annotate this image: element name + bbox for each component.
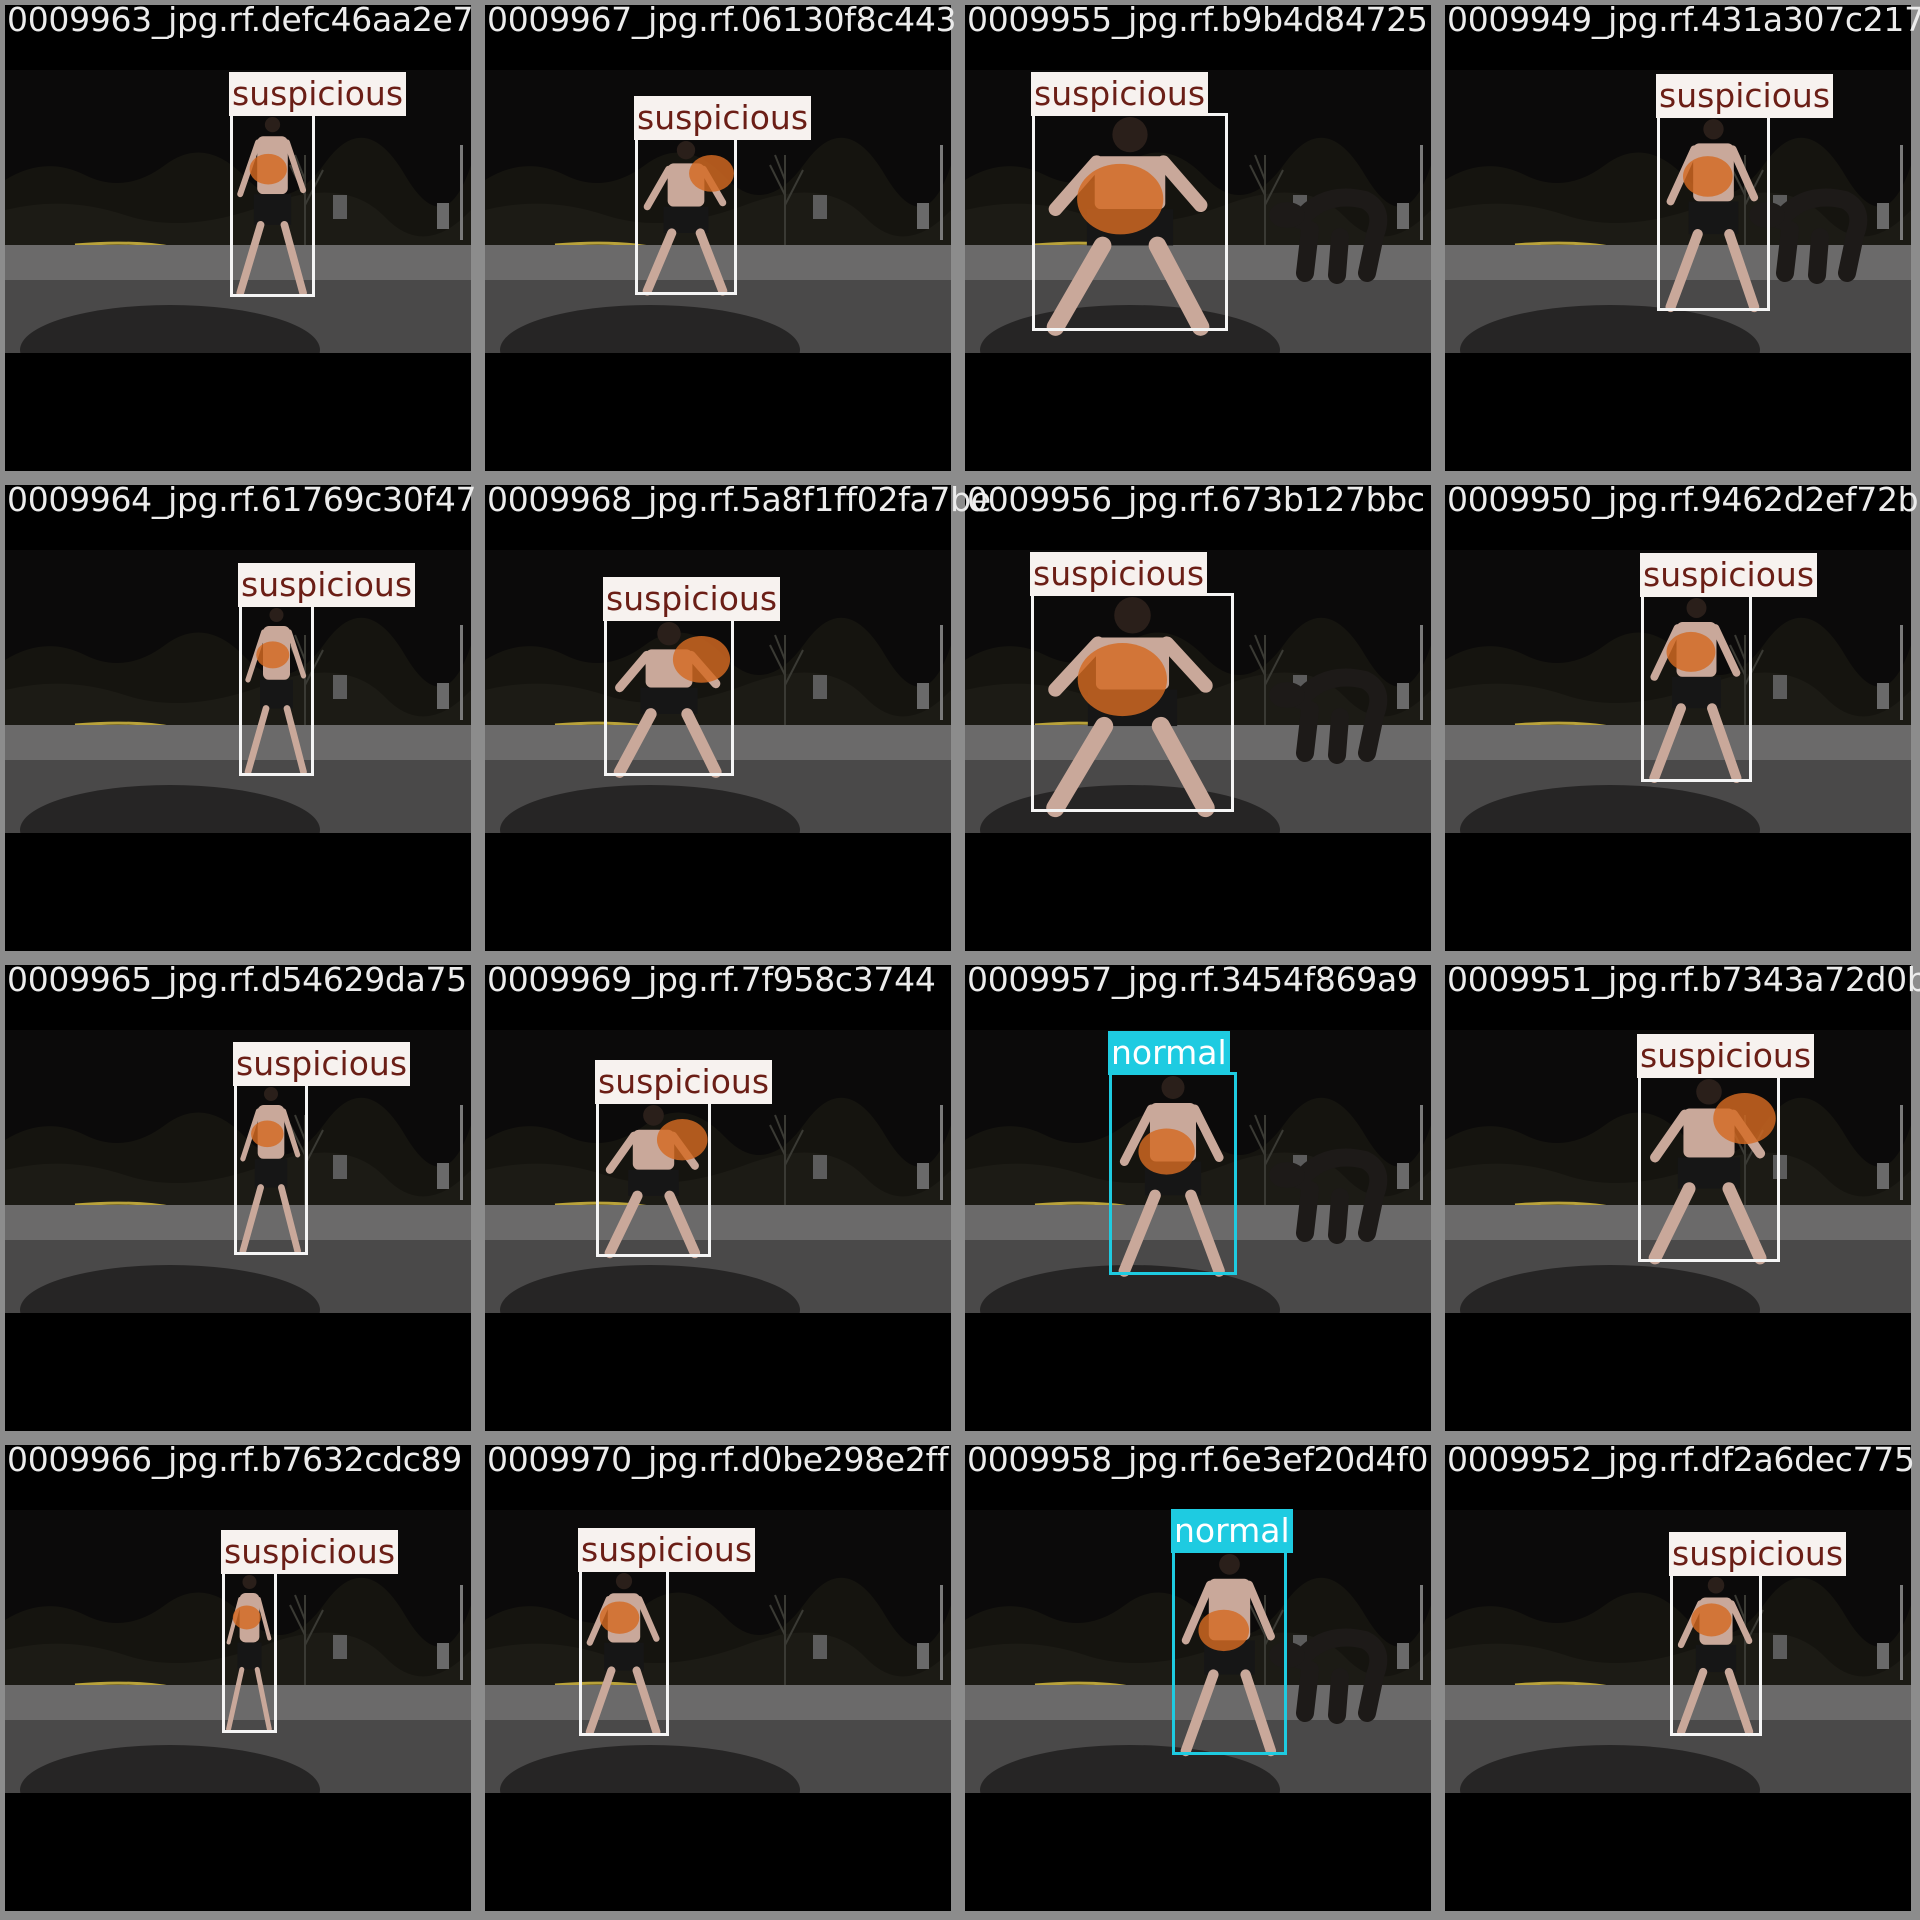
- image-frame: suspicious: [1445, 5, 1911, 471]
- image-frame: suspicious: [1445, 1445, 1911, 1911]
- detection-tile: suspicious 0009949_jpg.rf.431a307c217: [1440, 0, 1920, 480]
- image-frame: suspicious: [1445, 965, 1911, 1431]
- detection-tile: normal 0009957_jpg.rf.3454f869a9: [960, 960, 1440, 1440]
- bounding-box: suspicious: [1656, 74, 1834, 311]
- detection-tile: suspicious 0009956_jpg.rf.673b127bbc: [960, 480, 1440, 960]
- bounding-box: suspicious: [229, 72, 407, 297]
- bounding-box: normal: [1108, 1031, 1237, 1275]
- bounding-box: suspicious: [595, 1060, 773, 1257]
- detection-tile: suspicious 0009964_jpg.rf.61769c30f47: [0, 480, 480, 960]
- bounding-box: suspicious: [634, 96, 812, 295]
- bounding-box: suspicious: [221, 1530, 399, 1733]
- bounding-box: suspicious: [1669, 1532, 1847, 1736]
- image-frame: suspicious: [1445, 485, 1911, 951]
- image-frame: suspicious: [485, 5, 951, 471]
- detection-tile: suspicious 0009967_jpg.rf.06130f8c443: [480, 0, 960, 480]
- detection-tile: suspicious 0009969_jpg.rf.7f958c3744: [480, 960, 960, 1440]
- image-frame: suspicious: [965, 5, 1431, 471]
- detection-tile: normal 0009958_jpg.rf.6e3ef20d4f0: [960, 1440, 1440, 1920]
- class-label: suspicious: [634, 96, 812, 140]
- class-label: normal: [1108, 1031, 1230, 1075]
- detection-tile: suspicious 0009968_jpg.rf.5a8f1ff02fa7be: [480, 480, 991, 960]
- class-label: normal: [1171, 1509, 1293, 1553]
- class-label: suspicious: [1640, 553, 1818, 597]
- class-label: suspicious: [1637, 1034, 1815, 1078]
- night-yard-photo: [5, 1445, 471, 1911]
- bounding-box: suspicious: [238, 563, 416, 776]
- class-label: suspicious: [233, 1042, 411, 1086]
- detection-tile: suspicious 0009955_jpg.rf.b9b4d84725: [960, 0, 1440, 480]
- night-yard-photo: [485, 965, 951, 1431]
- class-label: suspicious: [238, 563, 416, 607]
- class-label: suspicious: [229, 72, 407, 116]
- detection-tile: suspicious 0009970_jpg.rf.d0be298e2ff: [480, 1440, 960, 1920]
- detection-tile: suspicious 0009965_jpg.rf.d54629da75: [0, 960, 480, 1440]
- night-yard-photo: [1445, 5, 1911, 471]
- class-label: suspicious: [595, 1060, 773, 1104]
- detection-tile: suspicious 0009952_jpg.rf.df2a6dec775: [1440, 1440, 1920, 1920]
- class-label: suspicious: [1656, 74, 1834, 118]
- night-yard-photo: [485, 5, 951, 471]
- image-frame: suspicious: [5, 1445, 471, 1911]
- class-label: suspicious: [578, 1528, 756, 1572]
- bounding-box: suspicious: [1640, 553, 1818, 782]
- night-yard-photo: [485, 1445, 951, 1911]
- detection-tile: suspicious 0009951_jpg.rf.b7343a72d0be: [1440, 960, 1920, 1440]
- image-frame: normal: [965, 965, 1431, 1431]
- detection-tile: suspicious 0009963_jpg.rf.defc46aa2e7: [0, 0, 480, 480]
- class-label: suspicious: [1669, 1532, 1847, 1576]
- night-yard-photo: [965, 1445, 1431, 1911]
- image-frame: suspicious: [485, 965, 951, 1431]
- class-label: suspicious: [603, 577, 781, 621]
- image-frame: suspicious: [5, 5, 471, 471]
- class-label: suspicious: [1030, 552, 1208, 596]
- bounding-box: suspicious: [603, 577, 781, 776]
- image-frame: suspicious: [485, 1445, 951, 1911]
- image-frame: suspicious: [965, 485, 1431, 951]
- image-frame: suspicious: [5, 965, 471, 1431]
- detection-tile: suspicious 0009950_jpg.rf.9462d2ef72b: [1440, 480, 1920, 960]
- class-label: suspicious: [1031, 72, 1209, 116]
- bounding-box: suspicious: [1031, 72, 1228, 331]
- night-yard-photo: [965, 965, 1431, 1431]
- detection-tile: suspicious 0009966_jpg.rf.b7632cdc89: [0, 1440, 480, 1920]
- night-yard-photo: [5, 485, 471, 951]
- image-frame: suspicious: [5, 485, 471, 951]
- bounding-box: suspicious: [1030, 552, 1234, 812]
- bounding-box: suspicious: [1637, 1034, 1815, 1262]
- night-yard-photo: [1445, 485, 1911, 951]
- class-label: suspicious: [221, 1530, 399, 1574]
- bounding-box: suspicious: [233, 1042, 411, 1255]
- image-frame: suspicious: [485, 485, 951, 951]
- image-frame: normal: [965, 1445, 1431, 1911]
- bounding-box: normal: [1171, 1509, 1293, 1755]
- bounding-box: suspicious: [578, 1528, 756, 1736]
